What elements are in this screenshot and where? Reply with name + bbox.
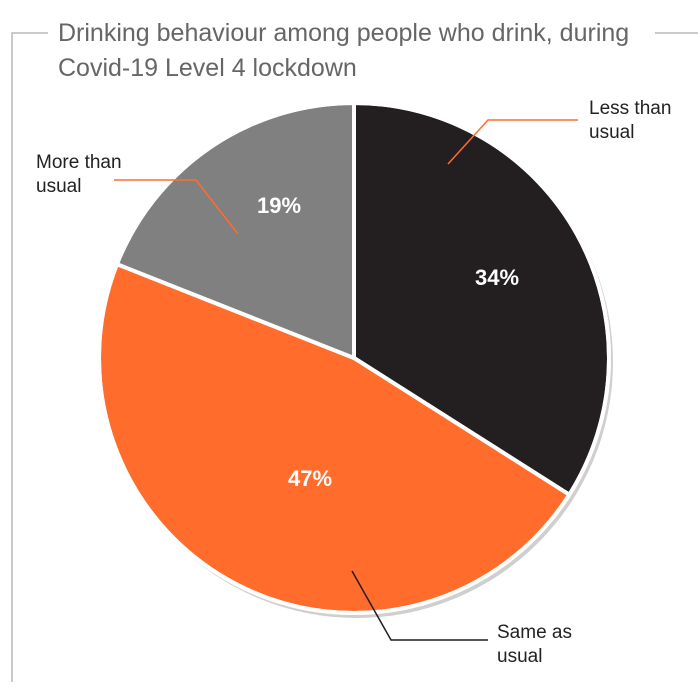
callout-more-line-2: usual	[36, 176, 81, 197]
pie-slices	[97, 101, 613, 618]
leader-line-less	[447, 119, 578, 165]
chart-title-line-2: Covid-19 Level 4 lockdown	[58, 54, 357, 82]
slice-value-label-same: 47%	[288, 466, 332, 491]
leader-line-same	[351, 570, 488, 641]
callout-same-line-1: Same as	[497, 622, 572, 643]
pie-outline	[97, 101, 611, 615]
callout-same-line-2: usual	[497, 646, 542, 667]
slice-value-label-less: 34%	[475, 265, 519, 290]
callout-less-line-1: Less than	[589, 98, 671, 119]
slice-value-label-more: 19%	[257, 193, 301, 218]
leader-line-more	[114, 179, 239, 235]
callout-less-line-2: usual	[589, 122, 634, 143]
chart-title-line-1: Drinking behaviour among people who drin…	[58, 19, 629, 47]
frame-border-left	[11, 32, 48, 682]
callout-more-line-1: More than	[36, 152, 122, 173]
